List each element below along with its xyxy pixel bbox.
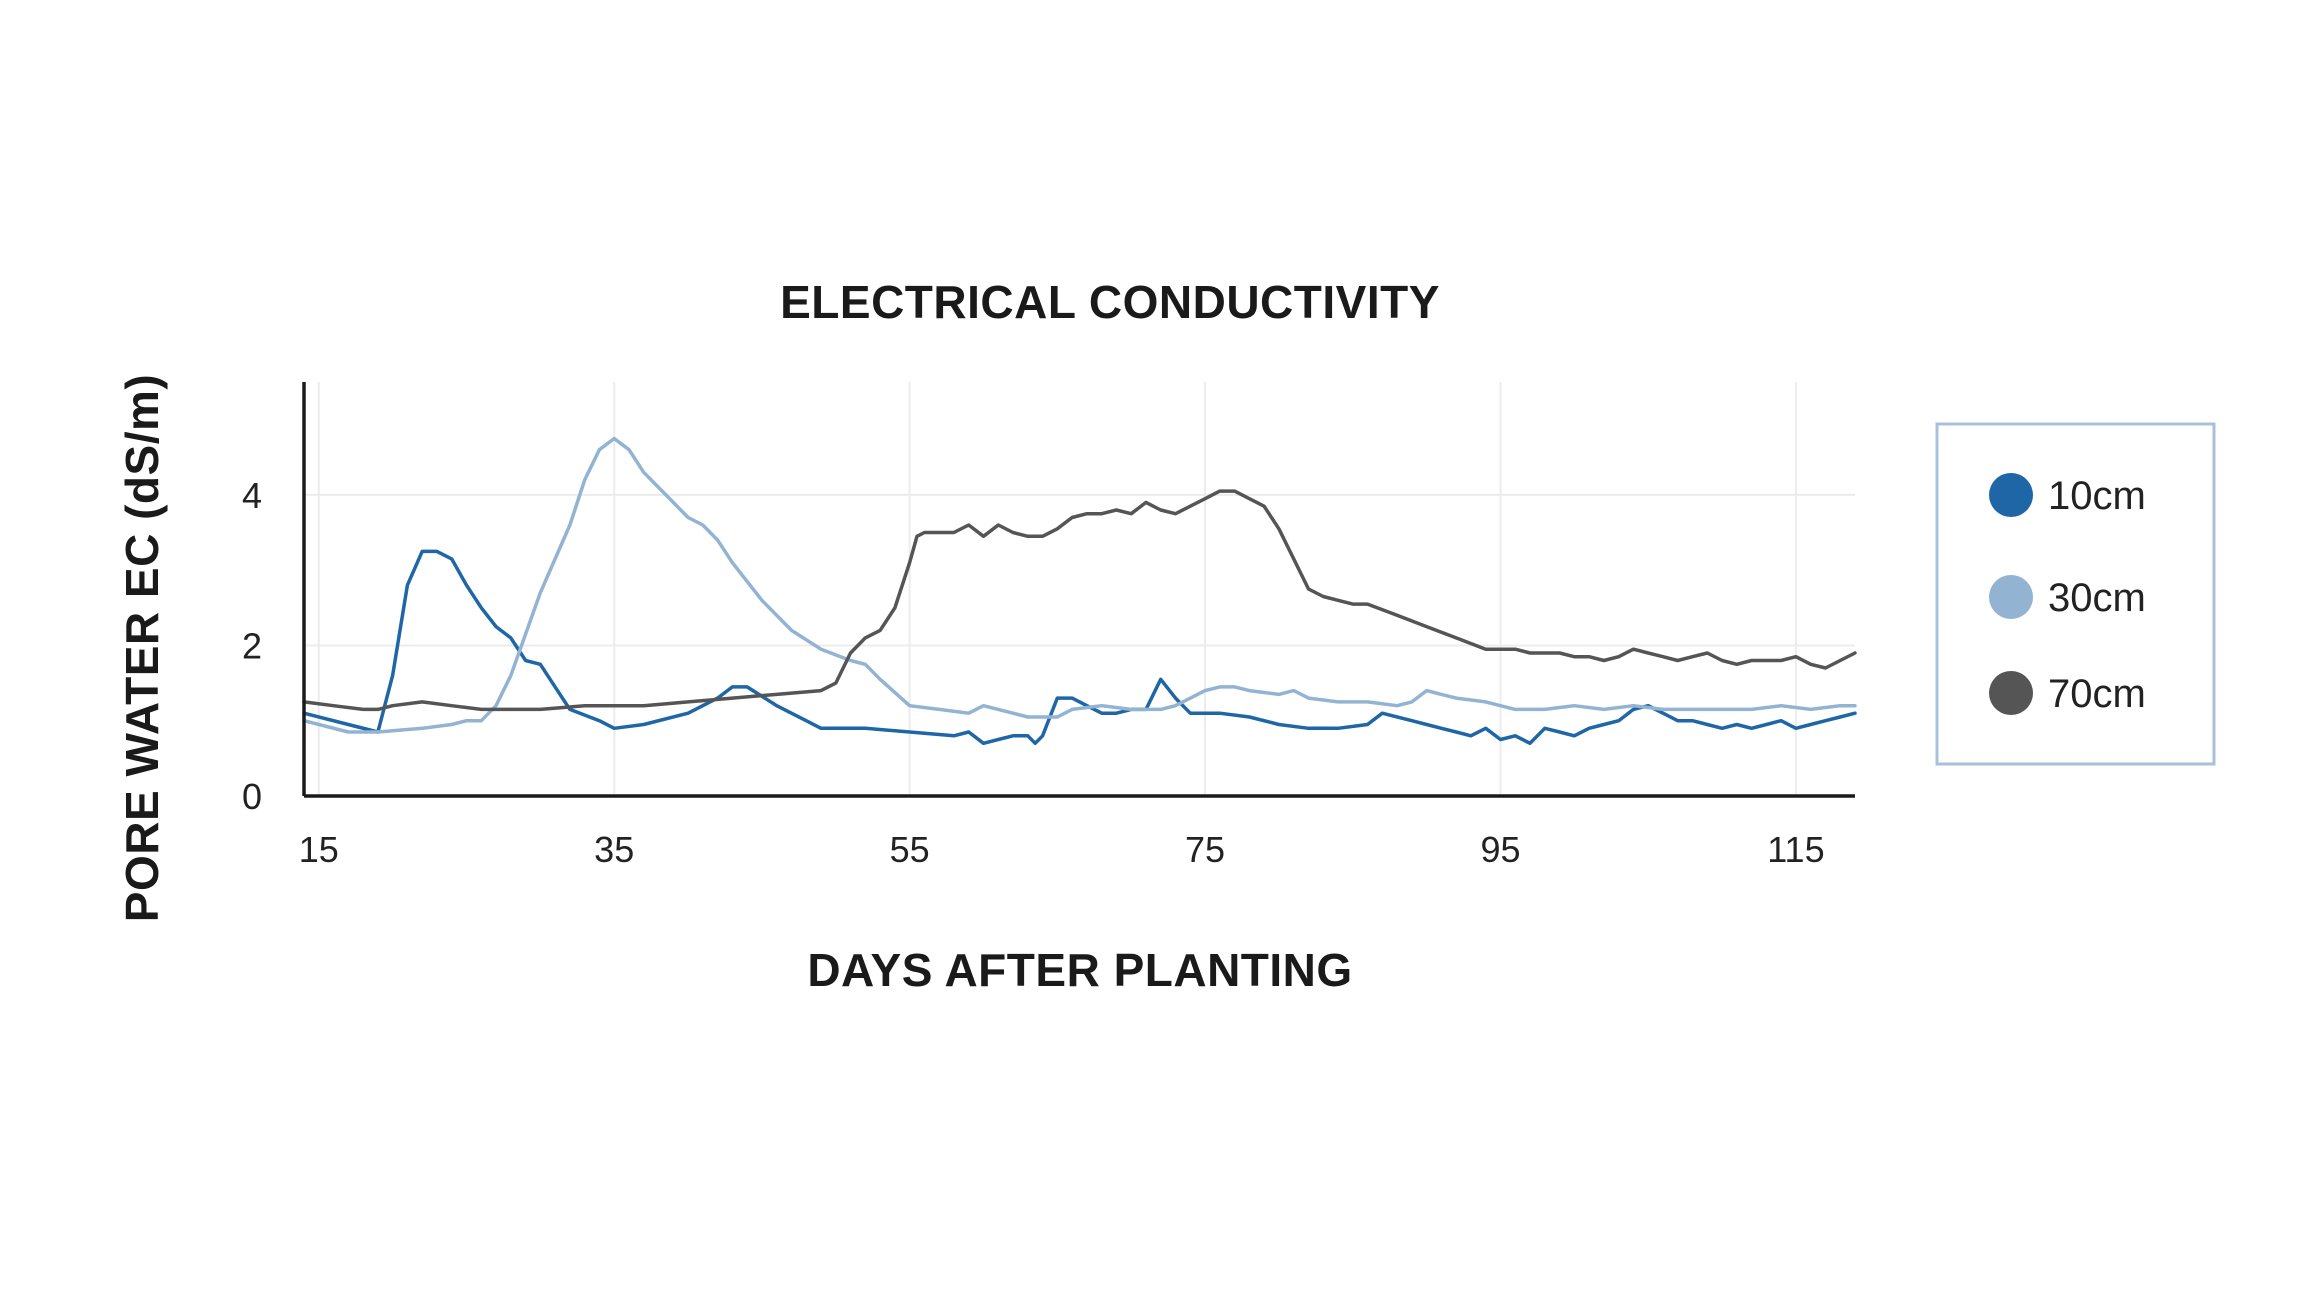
series-line-30cm xyxy=(302,436,1857,734)
series-line-10cm xyxy=(302,549,1857,746)
legend-marker-10cm xyxy=(1989,473,2033,517)
y-tick-label: 0 xyxy=(242,776,262,817)
chart-title: ELECTRICAL CONDUCTIVITY xyxy=(780,276,1440,328)
legend-box xyxy=(1935,422,2216,766)
series-lines xyxy=(302,436,1857,746)
legend-label-10cm: 10cm xyxy=(2048,474,2146,518)
y-tick-label: 2 xyxy=(242,625,262,666)
x-tick-label: 115 xyxy=(1767,829,1824,870)
x-tick-label: 75 xyxy=(1185,829,1225,870)
x-tick-label: 15 xyxy=(299,829,339,870)
x-tick-labels: 15 35 55 75 95 115 xyxy=(299,829,1825,870)
y-axis-label: PORE WATER EC (dS/m) xyxy=(116,374,168,922)
legend-marker-30cm xyxy=(1989,575,2033,619)
gridlines xyxy=(304,382,1855,796)
x-tick-label: 55 xyxy=(890,829,930,870)
x-axis-label: DAYS AFTER PLANTING xyxy=(807,944,1352,996)
y-tick-labels: 0 2 4 xyxy=(242,475,262,817)
legend-marker-70cm xyxy=(1989,671,2033,715)
axes xyxy=(302,382,1855,798)
legend-label-70cm: 70cm xyxy=(2048,672,2146,716)
x-tick-label: 95 xyxy=(1480,829,1520,870)
y-tick-label: 4 xyxy=(242,475,262,516)
series-line-70cm xyxy=(302,489,1857,712)
legend-label-30cm: 30cm xyxy=(2048,576,2146,620)
x-tick-label: 35 xyxy=(594,829,634,870)
legend: 10cm 30cm 70cm xyxy=(1935,422,2216,766)
